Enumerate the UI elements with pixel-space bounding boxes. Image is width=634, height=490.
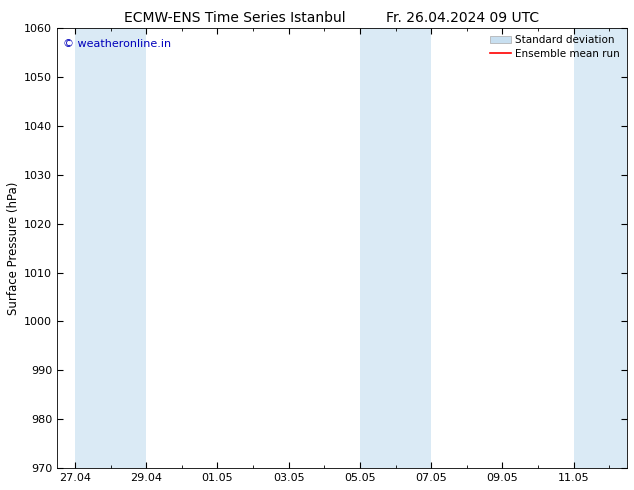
- Text: ECMW-ENS Time Series Istanbul: ECMW-ENS Time Series Istanbul: [124, 11, 346, 25]
- Text: © weatheronline.in: © weatheronline.in: [63, 39, 171, 49]
- Legend: Standard deviation, Ensemble mean run: Standard deviation, Ensemble mean run: [488, 33, 622, 61]
- Bar: [574, 28, 634, 468]
- Text: Fr. 26.04.2024 09 UTC: Fr. 26.04.2024 09 UTC: [386, 11, 540, 25]
- Y-axis label: Surface Pressure (hPa): Surface Pressure (hPa): [7, 181, 20, 315]
- Bar: [360, 28, 431, 468]
- Bar: [75, 28, 146, 468]
